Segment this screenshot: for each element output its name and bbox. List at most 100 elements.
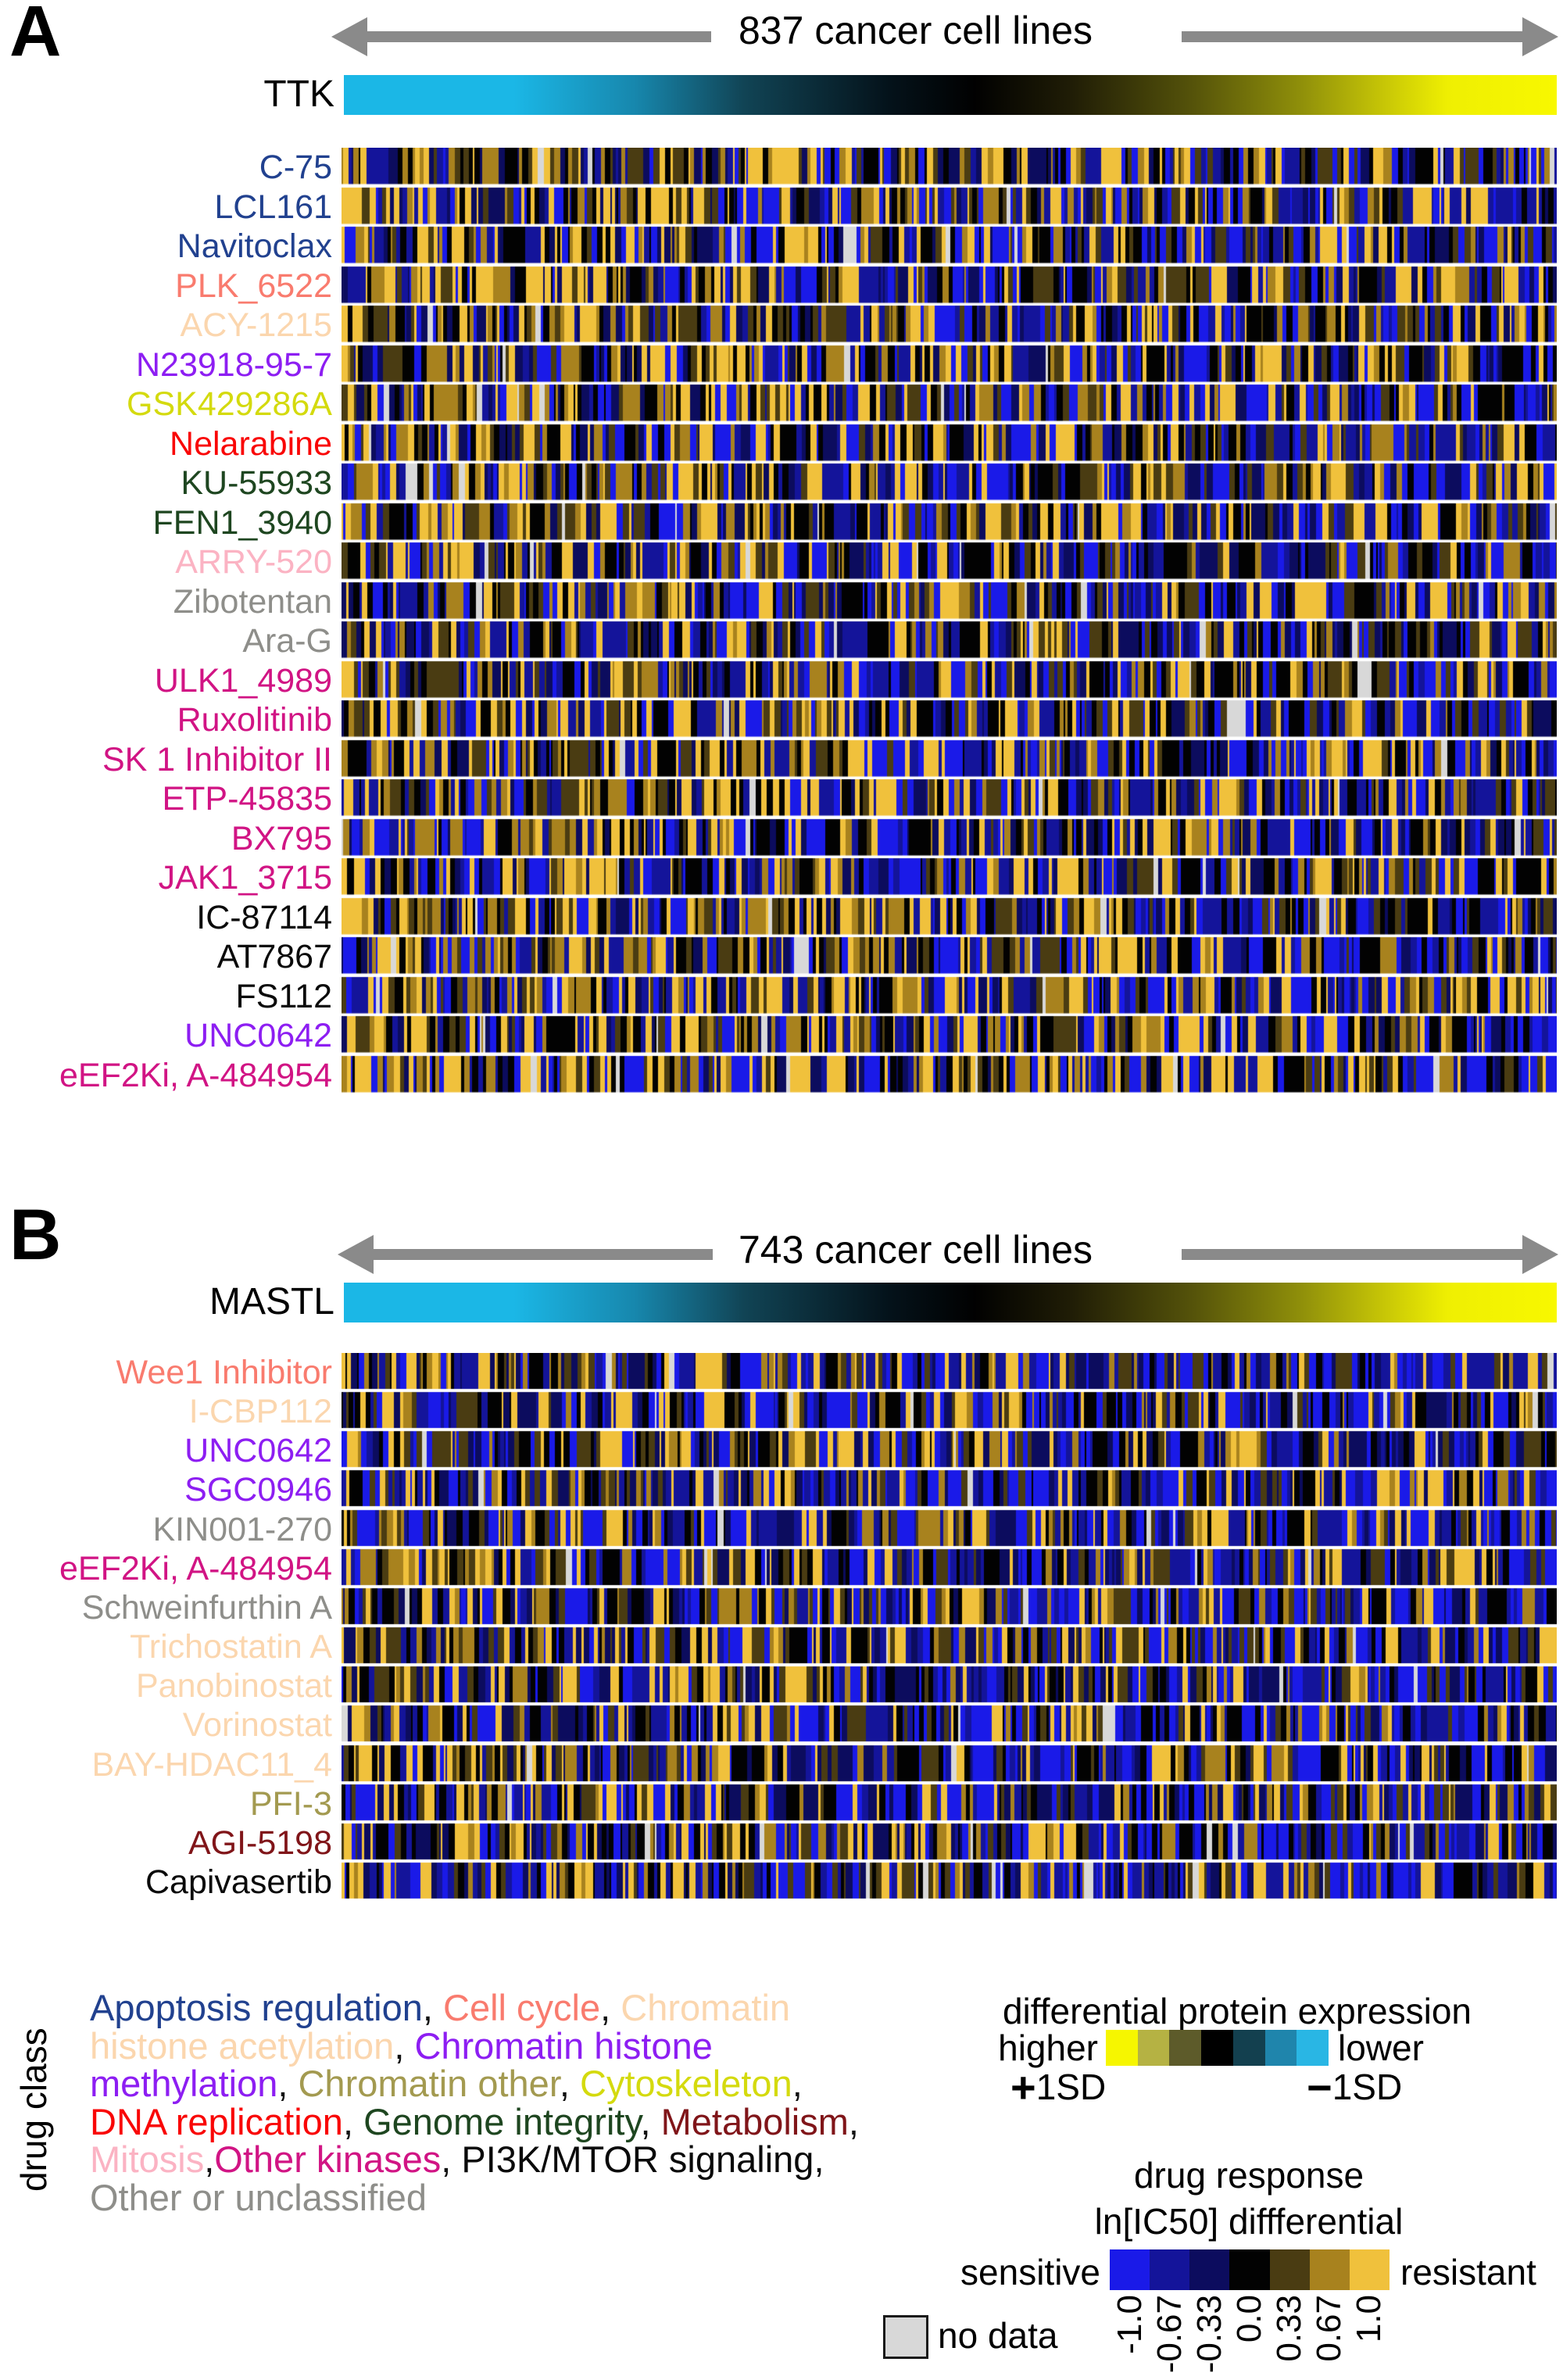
drug-label-arry-520: ARRY-520 [175, 543, 332, 581]
drug-label-eef2ki-a-484954: eEF2Ki, A-484954 [59, 1549, 332, 1587]
panel-b-expression-gradient [344, 1283, 1557, 1322]
response-legend-title-1: drug response [1133, 2155, 1364, 2196]
panel-a-drug-labels: C-75 LCL161 Navitoclax PLK_6522 ACY-1215 N239… [0, 148, 332, 1095]
drug-class-legend: Apoptosis regulation, Cell cycle, Chroma… [90, 1987, 942, 2224]
drug-label-c-75: C-75 [259, 149, 332, 186]
arrow-shaft [1182, 1249, 1529, 1260]
panel-b-drug-labels: Wee1 Inhibitor I-CBP112 UNC0642 SGC0946 KIN0… [0, 1353, 332, 1902]
drug-label-navitoclax: Navitoclax [177, 227, 332, 265]
drug-class-line-4: DNA replication, Genome integrity, Metab… [90, 2103, 859, 2142]
drug-class-term: Other or unclassified [90, 2176, 427, 2218]
drug-class-line-6: Other or unclassified [90, 2176, 427, 2218]
drug-label-trichostatin-a: Trichostatin A [130, 1628, 332, 1666]
drug-class-term: histone acetylation [90, 2024, 395, 2067]
expression-colorbar [1106, 2030, 1329, 2066]
colorbar-block [1169, 2030, 1202, 2066]
drug-label-unc0642: UNC0642 [184, 1017, 332, 1054]
arrow-shaft [1182, 31, 1529, 42]
drug-label-plk-6522: PLK_6522 [175, 267, 332, 305]
drug-class-term: Mitosis [90, 2138, 205, 2180]
drug-label-wee1-inhibitor: Wee1 Inhibitor [116, 1354, 332, 1391]
drug-class-line-3: methylation, Chromatin other, Cytoskelet… [90, 2063, 803, 2104]
drug-label-vorinostat: Vorinostat [182, 1706, 332, 1745]
arrow-shaft [367, 1249, 713, 1260]
drug-label-schweinfurthin-a: Schweinfurthin A [81, 1588, 332, 1627]
drug-label-sk-1-inhibitor-ii: SK 1 Inhibitor II [102, 740, 332, 778]
plus-sign: + [1010, 2063, 1036, 2112]
drug-class-term: , [422, 1987, 444, 2028]
drug-label-nelarabine: Nelarabine [170, 424, 332, 463]
drug-label-sgc0946: SGC0946 [184, 1471, 332, 1509]
drug-class-term: Chromatin other [298, 2063, 560, 2104]
drug-class-term: methylation [90, 2063, 278, 2104]
drug-label-kin001-270: KIN001-270 [152, 1510, 333, 1548]
drug-class-term: , [848, 2100, 859, 2142]
colorbar-block [1189, 2249, 1230, 2290]
drug-label-ulk1-4989: ULK1_4989 [154, 661, 332, 700]
response-legend-sensitive: sensitive [960, 2252, 1100, 2292]
drug-class-term: PI3K/MTOR signaling [461, 2138, 814, 2180]
drug-class-term: Other kinases [214, 2138, 442, 2180]
drug-label-ara-g: Ara-G [242, 622, 332, 660]
drug-class-term: Chromatin histone [414, 2024, 713, 2067]
expression-legend-title: differential protein expression [1002, 1991, 1472, 2031]
minus-sign: − [1307, 2063, 1332, 2112]
drug-class-term: Chromatin [621, 1987, 791, 2028]
expression-legend-higher: higher [998, 2027, 1098, 2068]
drug-class-axis-label: drug class [13, 2027, 54, 2192]
response-colorbar [1110, 2249, 1390, 2290]
drug-class-term: , [559, 2063, 581, 2104]
drug-class-term: DNA replication [90, 2100, 343, 2142]
response-tick--1.0: -1.0 [1110, 2295, 1149, 2354]
colorbar-block [1264, 2030, 1297, 2066]
response-legend-title-2: ln[IC50] diffferential [1094, 2201, 1404, 2242]
panel-b-gene-label: MASTL [209, 1281, 334, 1322]
drug-label-jak1-3715: JAK1_3715 [158, 859, 332, 897]
drug-class-term: , [441, 2138, 462, 2180]
drug-class-term: Cell cycle [443, 1987, 601, 2028]
drug-class-term: Apoptosis regulation [90, 1987, 423, 2028]
panel-b-letter: B [9, 1195, 62, 1275]
drug-label-zibotentan: Zibotentan [173, 582, 332, 621]
colorbar-block [1137, 2030, 1170, 2066]
drug-label-ku-55933: KU-55933 [181, 464, 332, 502]
drug-label-bx795: BX795 [231, 819, 332, 857]
drug-class-line-5: Mitosis,Other kinases, PI3K/MTOR signali… [90, 2138, 824, 2180]
drug-label-pfi-3: PFI-3 [249, 1784, 332, 1823]
drug-label-fs112: FS112 [235, 977, 333, 1015]
drug-label-n23918-95-7: N23918-95-7 [135, 345, 332, 384]
drug-label-fen1-3940: FEN1_3940 [152, 503, 333, 542]
arrow-right-icon [1522, 17, 1558, 56]
minus-1sd-text: 1SD [1332, 2067, 1403, 2107]
drug-label-bay-hdac11-4: BAY-HDAC11_4 [91, 1745, 332, 1784]
drug-class-term: , [814, 2138, 824, 2180]
colorbar-block [1232, 2030, 1265, 2066]
response-tick-0.0: 0.0 [1230, 2295, 1268, 2343]
drug-label-capivasertib: Capivasertib [145, 1863, 332, 1901]
drug-class-term: , [204, 2138, 215, 2180]
panel-a-expression-gradient [344, 75, 1557, 115]
drug-label-ruxolitinib: Ruxolitinib [177, 701, 332, 739]
drug-class-term: Cytoskeleton [580, 2063, 792, 2104]
no-data-swatch [883, 2315, 928, 2359]
colorbar-block [1110, 2249, 1150, 2290]
drug-label-unc0642: UNC0642 [184, 1432, 332, 1470]
panel-b-heatmap [342, 1353, 1557, 1902]
panel-a-heatmap [342, 148, 1557, 1095]
arrow-shaft [361, 31, 711, 42]
plus-1sd-text: 1SD [1035, 2067, 1107, 2107]
drug-label-lcl161: LCL161 [214, 188, 332, 226]
expression-legend-lower: lower [1338, 2027, 1424, 2068]
drug-label-eef2ki-a-484954: eEF2Ki, A-484954 [59, 1056, 332, 1094]
drug-class-term: , [640, 2100, 661, 2142]
panel-b-arrow-label: 743 cancer cell lines [739, 1228, 1093, 1272]
drug-class-term: , [394, 2024, 415, 2067]
no-data-label: no data [938, 2315, 1058, 2356]
drug-label-panobinostat: Panobinostat [135, 1667, 332, 1705]
colorbar-block [1349, 2249, 1390, 2290]
colorbar-block [1309, 2249, 1350, 2290]
drug-class-term: Metabolism [660, 2100, 849, 2142]
arrow-right-icon [1522, 1235, 1558, 1274]
response-legend-resistant: resistant [1400, 2252, 1536, 2292]
